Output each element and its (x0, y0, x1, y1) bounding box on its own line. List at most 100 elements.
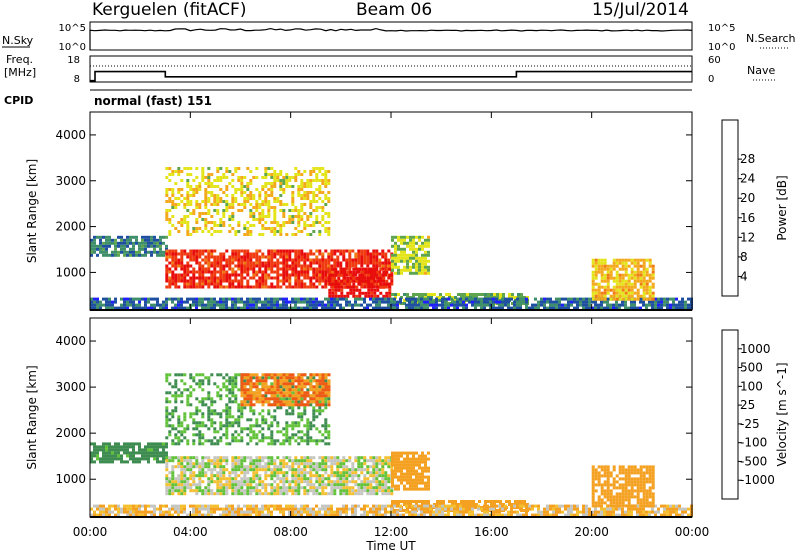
range-cell (150, 303, 153, 307)
range-cell (327, 233, 331, 236)
range-cell (192, 227, 196, 230)
range-cell (168, 218, 172, 221)
range-cell (279, 194, 283, 197)
range-cell (666, 303, 669, 307)
range-cell (376, 285, 380, 289)
range-cell (186, 279, 190, 283)
range-cell (309, 306, 312, 310)
range-cell (633, 261, 637, 265)
range-cell (219, 197, 223, 200)
range-cell (198, 264, 202, 268)
range-cell (210, 421, 214, 425)
range-cell (105, 253, 108, 257)
range-cell (432, 306, 435, 310)
range-cell (373, 273, 377, 277)
range-cell (627, 282, 631, 286)
range-cell (391, 262, 394, 266)
range-cell (412, 484, 415, 488)
range-cell (334, 279, 338, 283)
range-cell (600, 303, 603, 307)
range-cell (231, 379, 235, 383)
range-cell (225, 270, 229, 274)
range-cell (472, 500, 475, 503)
range-cell (165, 483, 169, 487)
range-cell (279, 285, 283, 289)
range-cell (144, 445, 147, 449)
range-cell (372, 459, 376, 463)
range-cell (219, 285, 223, 289)
range-cell (639, 258, 643, 262)
range-cell (126, 448, 129, 452)
range-cell (228, 203, 232, 206)
range-cell (192, 191, 196, 194)
range-cell (270, 176, 274, 179)
range-cell (594, 300, 597, 304)
range-cell (249, 394, 253, 398)
range-cell (261, 276, 265, 280)
range-cell (315, 397, 319, 401)
range-cell (135, 253, 138, 257)
range-cell (177, 300, 180, 304)
range-cell (237, 388, 241, 392)
range-cell (108, 235, 111, 239)
range-cell (204, 197, 208, 200)
range-cell (180, 170, 184, 173)
range-cell (240, 176, 244, 179)
range-cell (346, 279, 350, 283)
range-cell (270, 459, 274, 463)
range-cell (297, 194, 301, 197)
range-cell (312, 170, 316, 173)
range-cell (421, 457, 424, 461)
range-cell (285, 306, 288, 310)
range-cell (364, 282, 368, 286)
range-cell (210, 282, 214, 286)
range-cell (343, 279, 347, 283)
range-cell (246, 489, 250, 493)
range-cell (147, 445, 150, 449)
range-cell (609, 294, 613, 298)
range-cell (555, 303, 558, 307)
range-cell (90, 253, 93, 257)
range-cell (360, 489, 364, 493)
range-cell (195, 270, 199, 274)
range-cell (321, 303, 324, 307)
range-cell (231, 270, 235, 274)
range-cell (294, 462, 298, 466)
range-cell (114, 442, 117, 446)
range-cell (328, 276, 332, 280)
range-cell (231, 197, 235, 200)
range-cell (219, 300, 222, 304)
range-cell (411, 297, 414, 301)
range-cell (403, 268, 406, 272)
range-cell (135, 451, 138, 455)
range-cell (303, 185, 307, 188)
range-cell (231, 489, 235, 493)
range-cell (177, 197, 181, 200)
beam-title: Beam 06 (356, 0, 433, 20)
range-cell (537, 303, 540, 307)
range-cell (309, 403, 313, 407)
range-cell (427, 487, 430, 491)
range-cell (444, 297, 447, 301)
range-cell (240, 297, 243, 301)
range-cell (297, 215, 301, 218)
range-cell (129, 250, 132, 254)
range-cell (297, 394, 301, 398)
range-cell (201, 379, 205, 383)
range-cell (300, 297, 303, 301)
range-cell (418, 262, 421, 266)
range-cell (525, 297, 528, 301)
range-cell (228, 258, 232, 262)
range-cell (291, 385, 295, 389)
range-cell (135, 303, 138, 307)
range-cell (228, 230, 232, 233)
range-cell (234, 376, 238, 380)
range-cell (391, 238, 394, 242)
range-cell (234, 465, 238, 469)
range-cell (240, 489, 244, 493)
range-cell (336, 303, 339, 307)
range-cell (195, 300, 198, 304)
range-cell (508, 500, 511, 503)
range-cell (333, 492, 337, 496)
range-cell (397, 469, 400, 473)
